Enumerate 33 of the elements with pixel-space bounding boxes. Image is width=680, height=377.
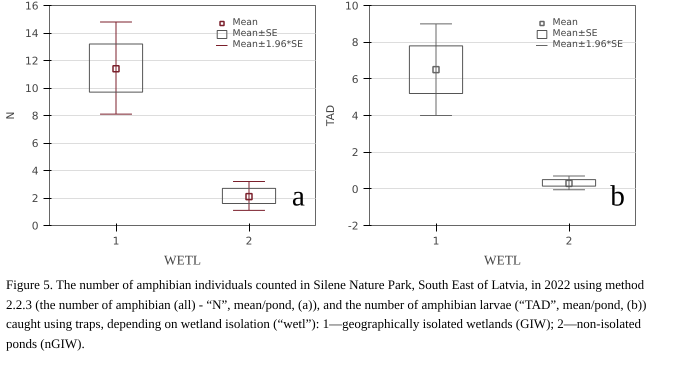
y-tick-label: -2 [348,220,359,232]
legend-label: Mean [232,17,258,28]
y-tick-label: 10 [24,82,39,95]
y-axis-title: N [4,112,17,120]
y-tick-label: 4 [352,110,359,122]
y-tick-label: 6 [32,137,39,150]
annotation: Mean±1.96*SE [552,39,623,50]
x-tick-label: 2 [246,234,252,248]
y-tick-label: 8 [352,36,359,50]
y-tick-label: 0 [352,182,359,196]
annotation: b [610,180,625,212]
x-tick-label: 2 [566,234,572,248]
x-axis-title: WETL [484,252,522,268]
annotation: a [292,180,305,212]
y-axis-title: TAD [324,104,337,128]
x-tick-label: 1 [112,234,120,248]
y-tick-label: 12 [24,54,39,68]
y-tick-label: 6 [352,72,359,86]
x-tick-label: 1 [432,234,440,248]
legend-label: Mean±SE [552,28,598,39]
y-tick-label: 2 [352,146,358,160]
y-tick-label: 8 [32,110,39,122]
x-axis-title: WETL [164,252,202,268]
y-tick-label: 10 [344,0,359,12]
legend-label: Mean [552,17,578,28]
legend-label: Mean±SE [232,28,278,39]
y-tick-label: 4 [32,164,39,178]
y-tick-label: 2 [32,192,38,205]
y-tick-label: 0 [32,220,39,232]
y-tick-label: 14 [24,27,39,40]
y-tick-label: 16 [24,0,39,12]
caption: Figure 5. The number of amphibian individuals counted in Silene Nature Park, South East of Latvia, in 2022 using method 2.2.3 (the number of amphibian (all) - “N”, mean/pond, (a)), and the number of amphibian larvae (“TAD”, mean/pond, (b)) caught using traps, depending on wetland isolation (“wetl”): 1—geographically isolated wetlands (GIW); 2—non-isolated ponds (nGIW). [6,276,648,353]
annotation: Mean±1.96*SE [232,39,303,50]
